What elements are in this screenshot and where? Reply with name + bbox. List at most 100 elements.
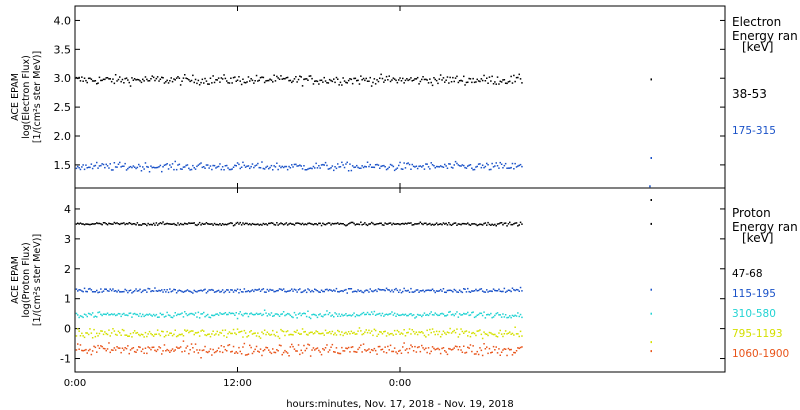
series-795-1193 [75,326,652,344]
data-point [278,337,281,340]
data-point [242,291,244,293]
data-point [509,221,511,224]
data-point [366,331,369,334]
data-point [269,334,271,336]
data-point [514,352,516,354]
data-point [228,168,231,171]
data-point [473,316,476,319]
data-point [439,313,442,315]
data-point [416,346,419,349]
data-point [156,290,159,292]
data-point [326,223,328,225]
data-point [162,221,164,223]
data-point [364,349,366,351]
data-point [487,334,489,337]
data-point [194,224,197,226]
data-point [504,222,507,224]
data-point [486,346,488,348]
data-point [377,80,380,83]
data-point [391,223,393,226]
legend-entry: 38-53 [732,87,767,101]
data-point [144,331,147,334]
data-point [188,79,190,81]
data-point [467,165,469,167]
data-point [129,222,132,225]
data-point [504,314,507,316]
data-point [430,350,432,353]
data-point [517,225,519,227]
data-point [282,223,285,226]
data-point [442,313,445,315]
data-point [104,313,106,315]
data-point [81,166,83,168]
data-point [427,166,430,168]
data-point [224,290,227,293]
data-point [184,290,186,293]
data-point [416,76,419,79]
data-point [197,164,200,166]
data-point [463,288,465,290]
data-point [441,347,443,350]
data-point [208,316,210,318]
data-point [319,79,321,82]
data-point [121,291,124,293]
data-point [491,75,493,78]
data-point [91,337,94,339]
data-point [372,290,374,293]
data-point [219,331,221,334]
data-point [100,164,102,167]
data-point [219,350,221,353]
data-point [216,349,218,352]
data-point [345,331,347,334]
data-point [385,352,388,354]
data-point [207,223,209,225]
data-point [174,329,176,331]
data-point [312,290,315,293]
data-point [253,82,255,84]
data-point [402,346,404,348]
data-point [85,79,87,82]
data-point [515,333,518,335]
data-point [135,224,137,226]
data-point [454,345,457,347]
data-point [254,313,256,316]
data-point [327,351,330,353]
data-point [421,315,423,318]
data-point [234,224,236,226]
data-point [278,344,281,346]
data-point [452,76,454,79]
data-point [314,332,316,334]
data-point [170,332,172,334]
data-point [200,162,202,164]
data-point [412,350,415,352]
data-point [217,289,220,292]
data-point [519,221,522,224]
data-point [324,347,327,349]
data-point [309,317,312,320]
data-point [403,342,405,344]
data-point [408,328,411,330]
data-point [155,166,158,169]
data-point [346,292,348,294]
data-point [453,314,455,317]
data-point [281,313,283,315]
data-point [269,288,271,291]
data-point [430,162,432,164]
data-point [209,165,212,167]
data-point [328,78,331,81]
data-point [519,346,522,349]
data-point [200,81,202,84]
data-point [457,348,460,351]
data-point [270,79,273,81]
data-point [293,78,296,80]
data-point [257,289,259,291]
data-point [372,349,374,352]
data-point [140,170,143,172]
data-point [257,162,259,165]
data-point [456,291,458,293]
data-point [211,223,213,225]
data-point [402,168,404,170]
data-point [259,348,262,350]
data-point [274,224,277,226]
data-point [416,167,419,170]
